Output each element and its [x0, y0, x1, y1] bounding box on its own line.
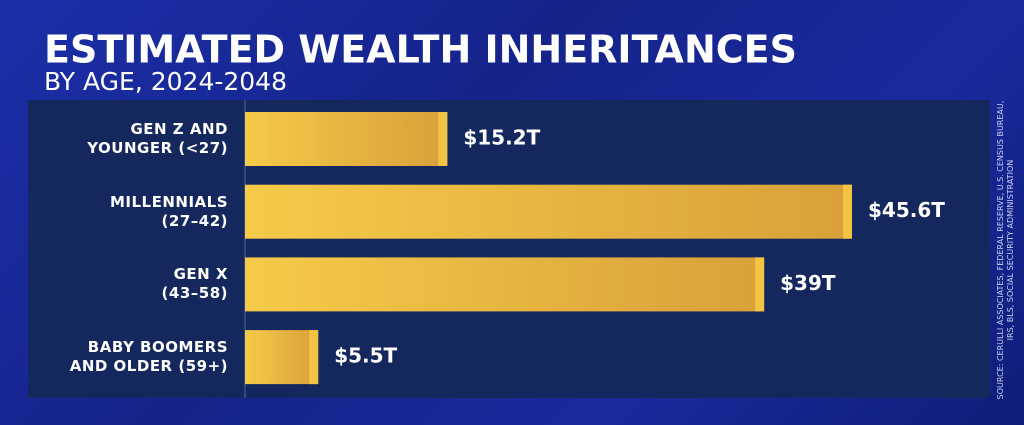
chart-subtitle: BY AGE, 2024-2048 — [44, 67, 287, 96]
bar-cap — [843, 184, 852, 239]
bar — [245, 330, 319, 385]
value-label: $5.5T — [334, 344, 397, 368]
bar — [245, 184, 852, 239]
category-label: MILLENNIALS (27–42) — [109, 192, 228, 230]
source-note: SOURCE: CERULLI ASSOCIATES, FEDERAL RESE… — [996, 100, 1015, 400]
category-label: GEN Z AND YOUNGER (<27) — [87, 120, 228, 157]
panel — [28, 100, 990, 398]
value-label: $39T — [780, 271, 836, 295]
value-label: $15.2T — [463, 126, 540, 150]
chart-title: ESTIMATED WEALTH INHERITANCES — [44, 28, 797, 72]
bar-cap — [438, 112, 448, 166]
bar — [245, 112, 448, 166]
category-label: BABY BOOMERS AND OLDER (59+) — [69, 338, 228, 376]
bar-cap — [309, 330, 319, 385]
bar-cap — [755, 257, 765, 312]
bar — [245, 257, 765, 312]
value-label: $45.6T — [868, 198, 945, 222]
category-label: GEN X (43–58) — [161, 265, 228, 303]
